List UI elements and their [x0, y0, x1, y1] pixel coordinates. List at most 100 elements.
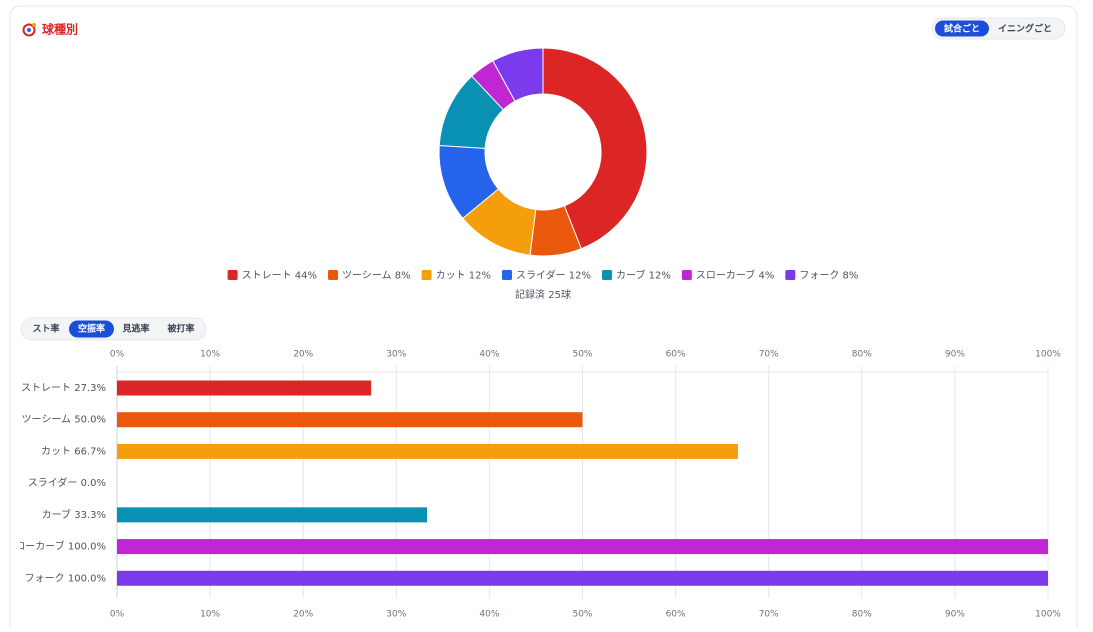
x-tick-label: 0% [110, 610, 125, 620]
legend-swatch [328, 270, 339, 280]
bar [117, 412, 583, 428]
x-tick-label: 50% [572, 610, 592, 620]
x-tick-label: 90% [945, 610, 965, 620]
legend-item: カット 12% [421, 270, 491, 282]
tab[interactable]: スト率 [32, 323, 59, 335]
legend-swatch [602, 270, 613, 280]
bar [117, 539, 1048, 555]
legend-label: スローカーブ 4% [696, 269, 774, 282]
legend-name: ツーシーム [342, 270, 392, 282]
card [9, 5, 1078, 632]
legend-item: フォーク 8% [785, 270, 858, 282]
legend-name: フォーク [799, 270, 839, 282]
x-tick-label: 100% [1035, 350, 1061, 360]
donut-slice [542, 47, 648, 250]
y-tick-label: スライダー 0.0% [28, 476, 106, 489]
legend-value: 4% [758, 271, 774, 282]
legend-label: スライダー 12% [516, 269, 591, 282]
legend-swatch [785, 270, 796, 280]
x-tick-label: 30% [386, 350, 406, 360]
x-tick-label: 60% [666, 610, 686, 620]
legend-swatch [502, 270, 513, 280]
note: 記録済 25球 [515, 288, 571, 301]
category-value: 33.3% [74, 510, 106, 521]
legend-value: 12% [569, 271, 591, 282]
category-name: ツーシーム [22, 414, 72, 426]
category-value: 50.0% [74, 415, 106, 426]
tab[interactable]: 被打率 [167, 323, 194, 335]
x-tick-label: 20% [293, 350, 313, 360]
tab-active [69, 320, 114, 338]
x-tick-label: 0% [110, 350, 125, 360]
legend-swatch [227, 270, 238, 280]
legend-name: スライダー [516, 269, 566, 282]
y-tick-label: カット 66.7% [41, 445, 106, 457]
category-name: カーブ [42, 508, 71, 521]
category-name: ストレート [21, 383, 71, 394]
legend-name: スローカーブ [696, 269, 755, 282]
legend-value: 44% [295, 271, 317, 282]
x-tick-label: 40% [479, 350, 499, 360]
category-name: カット [41, 445, 71, 457]
toggle-active [935, 20, 989, 37]
x-tick-label: 10% [200, 610, 220, 620]
donut-slice [492, 47, 544, 102]
legend: ストレート 44% ツーシーム 8% カット 12% スライダー 12% カーブ 12%… [227, 269, 858, 282]
legend-item: カーブ 12% [602, 269, 671, 282]
y-tick-label: ツーシーム 50.0% [22, 414, 106, 426]
category-value: 100.0% [68, 542, 106, 553]
x-tick-label: 80% [852, 610, 872, 620]
legend-value: 8% [395, 271, 411, 282]
y-tick-label: ストレート 27.3% [21, 383, 106, 394]
category-value: 27.3% [74, 383, 106, 394]
category-value: 66.7% [74, 446, 106, 457]
x-tick-label: 80% [852, 350, 872, 360]
tab[interactable]: 空振率 [78, 323, 105, 335]
x-tick-label: 20% [293, 610, 313, 620]
legend-value: 8% [843, 271, 859, 282]
legend-item: ツーシーム 8% [328, 270, 411, 282]
bar [117, 380, 372, 396]
legend-item: スライダー 12% [502, 269, 591, 282]
legend-value: 12% [649, 271, 671, 282]
legend-swatch [421, 270, 432, 280]
icon [22, 23, 36, 37]
legend-value: 12% [469, 271, 491, 282]
category-name: スライダー [28, 476, 78, 489]
y-tick-label: カーブ 33.3% [42, 508, 106, 521]
toggle-option[interactable]: 試合ごと [944, 23, 980, 35]
bar [117, 507, 428, 523]
legend-name: カット [436, 270, 466, 282]
x-tick-label: 70% [759, 610, 779, 620]
legend-label: ツーシーム 8% [342, 270, 411, 282]
x-tick-label: 60% [666, 350, 686, 360]
x-tick-label: 10% [200, 350, 220, 360]
bar [117, 443, 738, 459]
category-name: スローカーブ [5, 540, 64, 553]
bar [117, 570, 1048, 586]
x-tick-label: 90% [945, 350, 965, 360]
category-value: 0.0% [81, 478, 106, 489]
category-value: 100.0% [68, 573, 106, 584]
legend-item: スローカーブ 4% [681, 269, 774, 282]
y-tick-label: スローカーブ 100.0% [5, 540, 106, 553]
legend-label: カーブ 12% [616, 269, 671, 282]
legend-label: ストレート 44% [242, 271, 317, 282]
x-tick-label: 50% [572, 350, 592, 360]
legend-label: カット 12% [436, 270, 491, 282]
legend-name: カーブ [616, 269, 645, 282]
x-tick-label: 30% [386, 610, 406, 620]
x-tick-label: 70% [759, 350, 779, 360]
legend-label: フォーク 8% [799, 270, 858, 282]
section-title: 球種別 [42, 22, 78, 37]
x-tick-label: 40% [479, 610, 499, 620]
toggle-option[interactable]: イニングごと [998, 23, 1052, 35]
category-name: フォーク [25, 572, 65, 584]
tab[interactable]: 見逃率 [121, 323, 149, 335]
legend-name: ストレート [242, 271, 292, 282]
x-tick-label: 100% [1035, 610, 1061, 620]
y-labels: ストレート 27.3% ツーシーム 50.0% カット 66.7% スライダー 0.0… [5, 383, 106, 584]
y-tick-label: フォーク 100.0% [25, 572, 106, 584]
legend-item: ストレート 44% [227, 270, 317, 282]
